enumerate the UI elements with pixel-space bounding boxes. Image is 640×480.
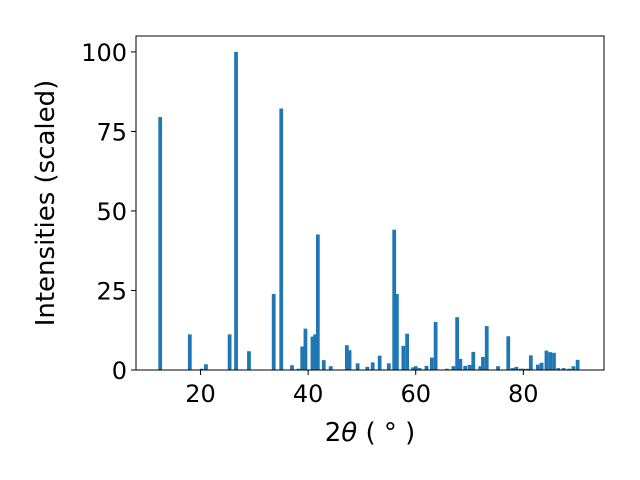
bar xyxy=(429,357,434,370)
bar xyxy=(321,360,326,370)
bar xyxy=(313,334,318,370)
bar xyxy=(548,352,553,370)
bar xyxy=(528,355,533,370)
bars-group xyxy=(158,51,580,371)
bar xyxy=(227,334,232,370)
bar xyxy=(535,364,540,370)
bar xyxy=(401,345,406,370)
bar xyxy=(199,368,204,370)
x-tick-label: 80 xyxy=(508,380,539,408)
y-tick-label: 50 xyxy=(96,198,127,226)
bar xyxy=(247,351,251,370)
bar xyxy=(300,346,305,370)
bar xyxy=(424,365,429,370)
bar xyxy=(386,363,391,370)
x-axis-label-unit: ( ° ) xyxy=(357,418,415,448)
bar xyxy=(471,351,476,370)
bar xyxy=(455,317,460,370)
bar xyxy=(445,368,449,370)
bar xyxy=(510,368,515,370)
bar xyxy=(525,368,530,370)
bar xyxy=(481,356,485,370)
y-axis: 0 25 50 75 100 xyxy=(81,39,136,385)
bar xyxy=(405,333,409,370)
y-tick-label: 75 xyxy=(96,118,127,146)
bar xyxy=(377,355,382,370)
bar xyxy=(355,363,360,370)
y-axis-label: Intensities (scaled) xyxy=(31,80,61,327)
bar xyxy=(458,358,463,370)
bar xyxy=(158,117,163,370)
bar xyxy=(451,366,456,370)
x-tick-label: 40 xyxy=(293,380,324,408)
y-tick-label: 100 xyxy=(81,39,127,67)
bar xyxy=(478,366,483,370)
bar xyxy=(467,364,472,370)
x-axis: 20 40 60 80 xyxy=(185,370,539,408)
bar xyxy=(303,328,308,370)
bar xyxy=(567,368,571,370)
bar xyxy=(395,293,399,370)
bar xyxy=(417,368,422,370)
x-tick-label: 60 xyxy=(400,380,431,408)
bar xyxy=(279,108,284,370)
bar xyxy=(506,336,511,370)
bar xyxy=(271,293,276,370)
bar xyxy=(514,366,519,370)
bar xyxy=(296,368,301,370)
bar xyxy=(310,336,315,370)
bar xyxy=(347,350,352,370)
bar xyxy=(411,367,415,370)
x-axis-label-theta: θ xyxy=(341,418,357,448)
bar xyxy=(315,234,320,370)
bar xyxy=(204,364,208,370)
bar xyxy=(328,366,333,370)
bar xyxy=(552,352,556,370)
bar xyxy=(544,350,549,370)
bar xyxy=(571,366,576,370)
bar xyxy=(365,366,370,370)
bar xyxy=(561,368,566,370)
bar xyxy=(290,365,294,370)
bar xyxy=(392,229,397,370)
bar xyxy=(433,321,438,370)
bar xyxy=(521,368,526,370)
bar xyxy=(496,366,500,370)
y-tick-label: 25 xyxy=(96,277,127,305)
bar xyxy=(344,345,349,370)
x-axis-label: 2θ ( ° ) xyxy=(325,418,416,448)
bar xyxy=(556,368,561,370)
bar xyxy=(575,359,580,370)
bar xyxy=(539,362,544,370)
bar xyxy=(187,334,192,370)
bar xyxy=(518,368,523,370)
x-tick-label: 20 xyxy=(185,380,216,408)
bar xyxy=(370,362,375,370)
y-tick-label: 0 xyxy=(112,357,127,385)
bar xyxy=(234,51,238,371)
x-axis-label-main: 2 xyxy=(325,418,342,448)
bar xyxy=(484,326,489,370)
bar xyxy=(413,366,418,370)
bar xyxy=(463,365,468,370)
plot-frame xyxy=(135,35,605,371)
